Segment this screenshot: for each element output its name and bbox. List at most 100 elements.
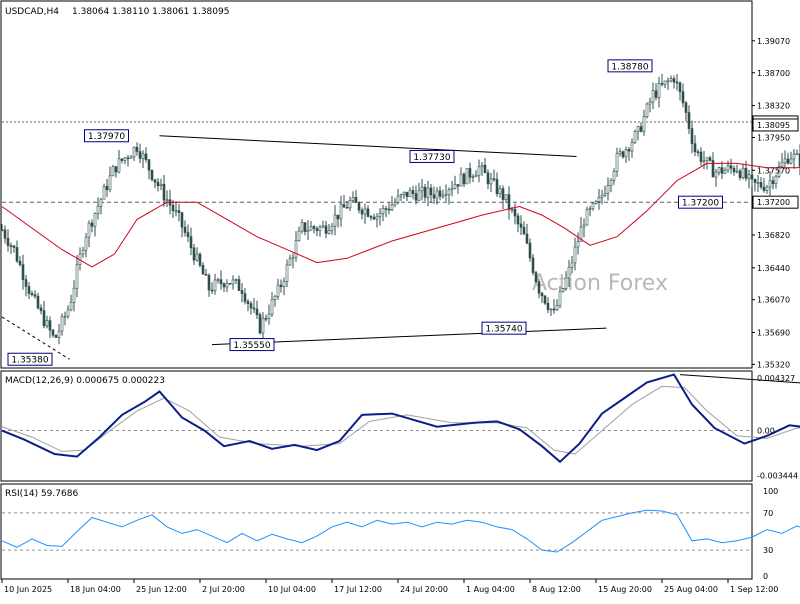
candle-body <box>633 131 637 143</box>
candle-body <box>504 194 508 200</box>
candle-body <box>243 293 247 302</box>
candle-body <box>246 301 250 304</box>
candle-body <box>135 146 139 152</box>
candle-body <box>261 317 265 334</box>
candle-body <box>45 320 49 327</box>
candle-body <box>507 194 511 210</box>
candle-body <box>27 286 31 294</box>
annotation-box <box>229 338 275 352</box>
candle-body <box>732 167 736 173</box>
candle-body <box>585 209 589 226</box>
candle-body <box>549 308 553 311</box>
candle-body <box>279 284 283 288</box>
candle-body <box>564 277 568 290</box>
candle-body <box>738 170 742 178</box>
watermark: Action Forex <box>532 271 668 296</box>
candle-body <box>555 305 559 310</box>
time-tick-label: 17 Jul 12:00 <box>334 585 382 594</box>
candle-body <box>258 314 262 334</box>
annotation-text: 1.37730 <box>413 153 450 163</box>
candle-body <box>534 272 538 282</box>
candle-body <box>786 158 790 164</box>
candle-body <box>195 253 199 261</box>
candle-body <box>9 245 13 247</box>
candle-body <box>405 191 409 197</box>
candle-body <box>255 308 259 315</box>
candle-body <box>771 180 775 184</box>
candle-body <box>651 90 655 103</box>
annotation-box <box>7 352 53 366</box>
ohlc-readout: 1.38064 1.38110 1.38061 1.38095 <box>72 7 229 17</box>
candle-body <box>789 158 793 164</box>
candle-body <box>171 204 175 212</box>
candle-body <box>573 246 577 264</box>
candle-body <box>723 169 727 174</box>
candle-body <box>273 295 277 300</box>
candle-body <box>159 183 163 187</box>
price-annotation: 1.37970 <box>84 129 129 143</box>
level-tag-box <box>752 195 799 209</box>
candle-body <box>606 185 610 194</box>
candle-body <box>309 226 313 231</box>
candle-body <box>603 193 607 196</box>
candle-body <box>576 241 580 248</box>
time-axis: 10 Jun 2025 18 Jun 04:00 25 Jun 12:00 2 Jul… <box>1 579 778 594</box>
price-annotation: 1.37730 <box>409 149 455 163</box>
candle-body <box>81 249 85 255</box>
candle-body <box>189 236 193 249</box>
candle-body <box>150 169 154 180</box>
candle-body <box>267 313 271 319</box>
annotation-text: 1.35380 <box>11 356 48 366</box>
candle-body <box>132 146 136 158</box>
time-tick-label: 10 Jul 04:00 <box>268 585 316 594</box>
candle-body <box>360 209 364 215</box>
candle-body <box>744 167 748 179</box>
candle-body <box>120 158 124 161</box>
candle-body <box>783 158 787 164</box>
candle-body <box>291 256 295 260</box>
candle-body <box>621 151 625 158</box>
candle-body <box>489 178 493 185</box>
candle-body <box>363 208 367 215</box>
candle-body <box>234 279 238 281</box>
candle-body <box>681 91 685 104</box>
candle-body <box>672 78 676 83</box>
price-tick-label: 1.37950 <box>757 133 790 142</box>
time-tick-label: 25 Jun 12:00 <box>136 585 187 594</box>
time-tick-label: 25 Aug 04:00 <box>664 585 718 594</box>
candle-body <box>729 165 733 169</box>
candle-body <box>636 126 640 132</box>
candle-body <box>213 279 217 292</box>
candle-body <box>675 81 679 84</box>
candle-body <box>240 290 244 294</box>
candle-body <box>768 180 772 188</box>
candle-body <box>69 302 73 311</box>
rsi-axis: 100 70 30 0 <box>763 487 778 581</box>
candle-body <box>18 260 22 265</box>
candle-body <box>522 226 526 235</box>
candle-body <box>777 166 781 177</box>
candle-body <box>276 284 280 297</box>
candle-body <box>432 194 436 199</box>
candle-body <box>162 183 166 201</box>
candle-body <box>285 264 289 282</box>
candle-body <box>396 195 400 203</box>
candle-body <box>612 171 616 181</box>
candle-body <box>75 264 79 289</box>
moving-average <box>1 162 800 268</box>
candle-body <box>201 265 205 275</box>
candle-body <box>210 289 214 292</box>
candle-body <box>792 153 796 160</box>
candle-body <box>330 225 334 231</box>
candle-body <box>441 194 445 197</box>
candle-body <box>318 226 322 232</box>
candle-body <box>339 204 343 220</box>
candle-body <box>645 103 649 117</box>
candle-body <box>93 213 97 227</box>
candle-body <box>225 282 229 288</box>
candle-body <box>336 214 340 220</box>
candle-body <box>288 258 292 266</box>
candle-body <box>711 160 715 178</box>
candle-body <box>498 188 502 195</box>
